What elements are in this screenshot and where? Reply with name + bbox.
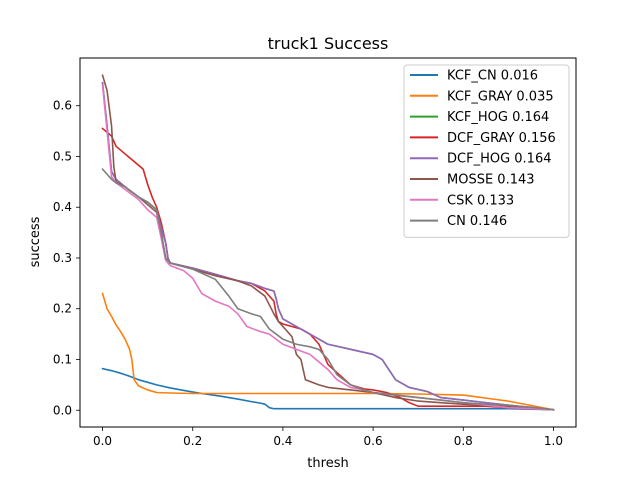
plot-area (101, 74, 555, 411)
y-tick-label: 0.6 (53, 99, 72, 113)
y-tick-label: 0.3 (53, 251, 72, 265)
legend-entry-label: CSK 0.133 (447, 193, 514, 208)
x-axis-ticks: 0.0 0.2 0.4 0.6 0.8 1.0 (93, 427, 563, 448)
x-tick-label: 0.0 (93, 434, 112, 448)
x-axis-label: thresh (307, 456, 348, 471)
y-tick-label: 0.4 (53, 200, 72, 214)
legend-entry-label: DCF_HOG 0.164 (447, 152, 552, 167)
legend-entry-label: DCF_GRAY 0.156 (447, 131, 556, 146)
legend: KCF_CN 0.016 KCF_GRAY 0.035 KCF_HOG 0.164 D… (403, 64, 570, 238)
axes-frame (79, 57, 577, 428)
y-axis-label: success (28, 216, 43, 267)
legend-entry-label: CN 0.146 (447, 214, 507, 229)
y-tick-label: 0.5 (53, 149, 72, 163)
y-tick-label: 0.2 (53, 302, 72, 316)
x-tick-label: 0.4 (273, 434, 292, 448)
series-line-1 (101, 292, 555, 411)
x-tick-label: 1.0 (544, 434, 563, 448)
legend-entry-label: KCF_CN 0.016 (447, 69, 538, 84)
legend-entry-label: MOSSE 0.143 (447, 173, 535, 188)
series-line-7 (101, 168, 555, 411)
chart-title: truck1 Success (268, 34, 389, 53)
y-tick-label: 0.1 (53, 352, 72, 366)
legend-entry-label: KCF_GRAY 0.035 (447, 89, 554, 104)
series-line-0 (101, 367, 555, 411)
series-line-3 (101, 127, 555, 411)
y-tick-label: 0.0 (53, 403, 72, 417)
x-tick-label: 0.6 (364, 434, 383, 448)
x-tick-label: 0.8 (454, 434, 473, 448)
y-axis-ticks: 0.0 0.1 0.2 0.3 0.4 0.5 0.6 (53, 99, 80, 417)
legend-box (403, 64, 570, 238)
x-tick-label: 0.2 (183, 434, 202, 448)
legend-entry-label: KCF_HOG 0.164 (447, 110, 549, 125)
